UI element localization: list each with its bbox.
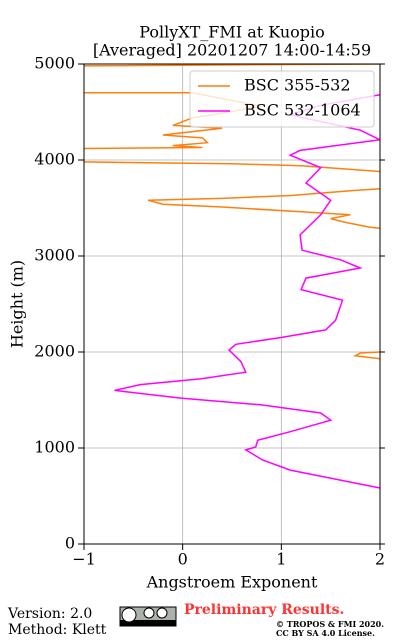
y-axis-label: Height (m) <box>8 260 27 348</box>
cc-badge <box>119 606 177 627</box>
license-text: CC BY SA 4.0 License. <box>276 628 375 638</box>
x-tick-label: −1 <box>72 550 96 569</box>
x-tick-label: 2 <box>375 550 385 569</box>
y-tick-label: 2000 <box>34 342 75 361</box>
copyright-text: © TROPOS & FMI 2020. <box>276 619 384 629</box>
data-line <box>114 93 380 489</box>
x-axis-label: Angstroem Exponent <box>146 573 318 592</box>
version-text: Version: 2.0 <box>7 606 92 622</box>
y-tick-label: 5000 <box>34 54 75 73</box>
y-tick-label: 0 <box>65 534 75 553</box>
y-tick-label: 4000 <box>34 150 75 169</box>
y-tick-label: 1000 <box>34 438 75 457</box>
method-text: Method: Klett <box>8 622 107 638</box>
chart-title: PollyXT_FMI at Kuopio <box>139 23 325 42</box>
x-tick-label: 1 <box>276 550 286 569</box>
legend-box <box>189 70 375 128</box>
y-tick-label: 3000 <box>34 246 75 265</box>
legend-label: BSC 355-532 <box>244 76 351 95</box>
legend-label: BSC 532-1064 <box>244 101 361 120</box>
chart-subtitle: [Averaged] 20201207 14:00-14:59 <box>93 41 371 60</box>
status-text: Preliminary Results. <box>184 602 344 618</box>
x-tick-label: 0 <box>178 550 188 569</box>
plot-frame <box>83 63 381 545</box>
